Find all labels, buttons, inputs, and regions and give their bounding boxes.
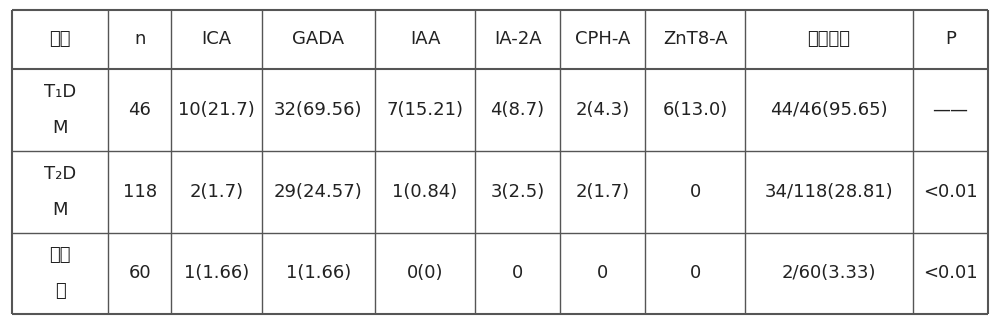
Text: 正常: 正常: [49, 247, 71, 264]
Text: 118: 118: [123, 183, 157, 201]
Text: T₂D: T₂D: [44, 165, 76, 183]
Text: 2(4.3): 2(4.3): [576, 101, 630, 119]
Text: 0(0): 0(0): [407, 264, 443, 283]
Text: 1(1.66): 1(1.66): [184, 264, 249, 283]
Text: n: n: [134, 30, 145, 48]
Text: ——: ——: [933, 101, 969, 119]
Text: IA-2A: IA-2A: [494, 30, 541, 48]
Text: 10(21.7): 10(21.7): [178, 101, 255, 119]
Text: 46: 46: [128, 101, 151, 119]
Text: 0: 0: [512, 264, 523, 283]
Text: 2(1.7): 2(1.7): [576, 183, 630, 201]
Text: 60: 60: [128, 264, 151, 283]
Text: 2(1.7): 2(1.7): [189, 183, 243, 201]
Text: 0: 0: [597, 264, 608, 283]
Text: M: M: [52, 119, 68, 137]
Text: 0: 0: [690, 264, 701, 283]
Text: CPH-A: CPH-A: [575, 30, 630, 48]
Text: 0: 0: [690, 183, 701, 201]
Text: 44/46(95.65): 44/46(95.65): [770, 101, 888, 119]
Text: 34/118(28.81): 34/118(28.81): [765, 183, 893, 201]
Text: 1(0.84): 1(0.84): [392, 183, 458, 201]
Text: 总阳性率: 总阳性率: [808, 30, 851, 48]
Text: ZnT8-A: ZnT8-A: [663, 30, 728, 48]
Text: 组别: 组别: [49, 30, 71, 48]
Text: 2/60(3.33): 2/60(3.33): [782, 264, 876, 283]
Text: GADA: GADA: [292, 30, 344, 48]
Text: 4(8.7): 4(8.7): [491, 101, 545, 119]
Text: 组: 组: [55, 283, 66, 300]
Text: 7(15.21): 7(15.21): [387, 101, 464, 119]
Text: 29(24.57): 29(24.57): [274, 183, 363, 201]
Text: <0.01: <0.01: [923, 183, 978, 201]
Text: 6(13.0): 6(13.0): [663, 101, 728, 119]
Text: IAA: IAA: [410, 30, 440, 48]
Text: ICA: ICA: [201, 30, 231, 48]
Text: 32(69.56): 32(69.56): [274, 101, 363, 119]
Text: T₁D: T₁D: [44, 83, 76, 101]
Text: 3(2.5): 3(2.5): [490, 183, 545, 201]
Text: 1(1.66): 1(1.66): [286, 264, 351, 283]
Text: M: M: [52, 201, 68, 219]
Text: <0.01: <0.01: [923, 264, 978, 283]
Text: P: P: [945, 30, 956, 48]
